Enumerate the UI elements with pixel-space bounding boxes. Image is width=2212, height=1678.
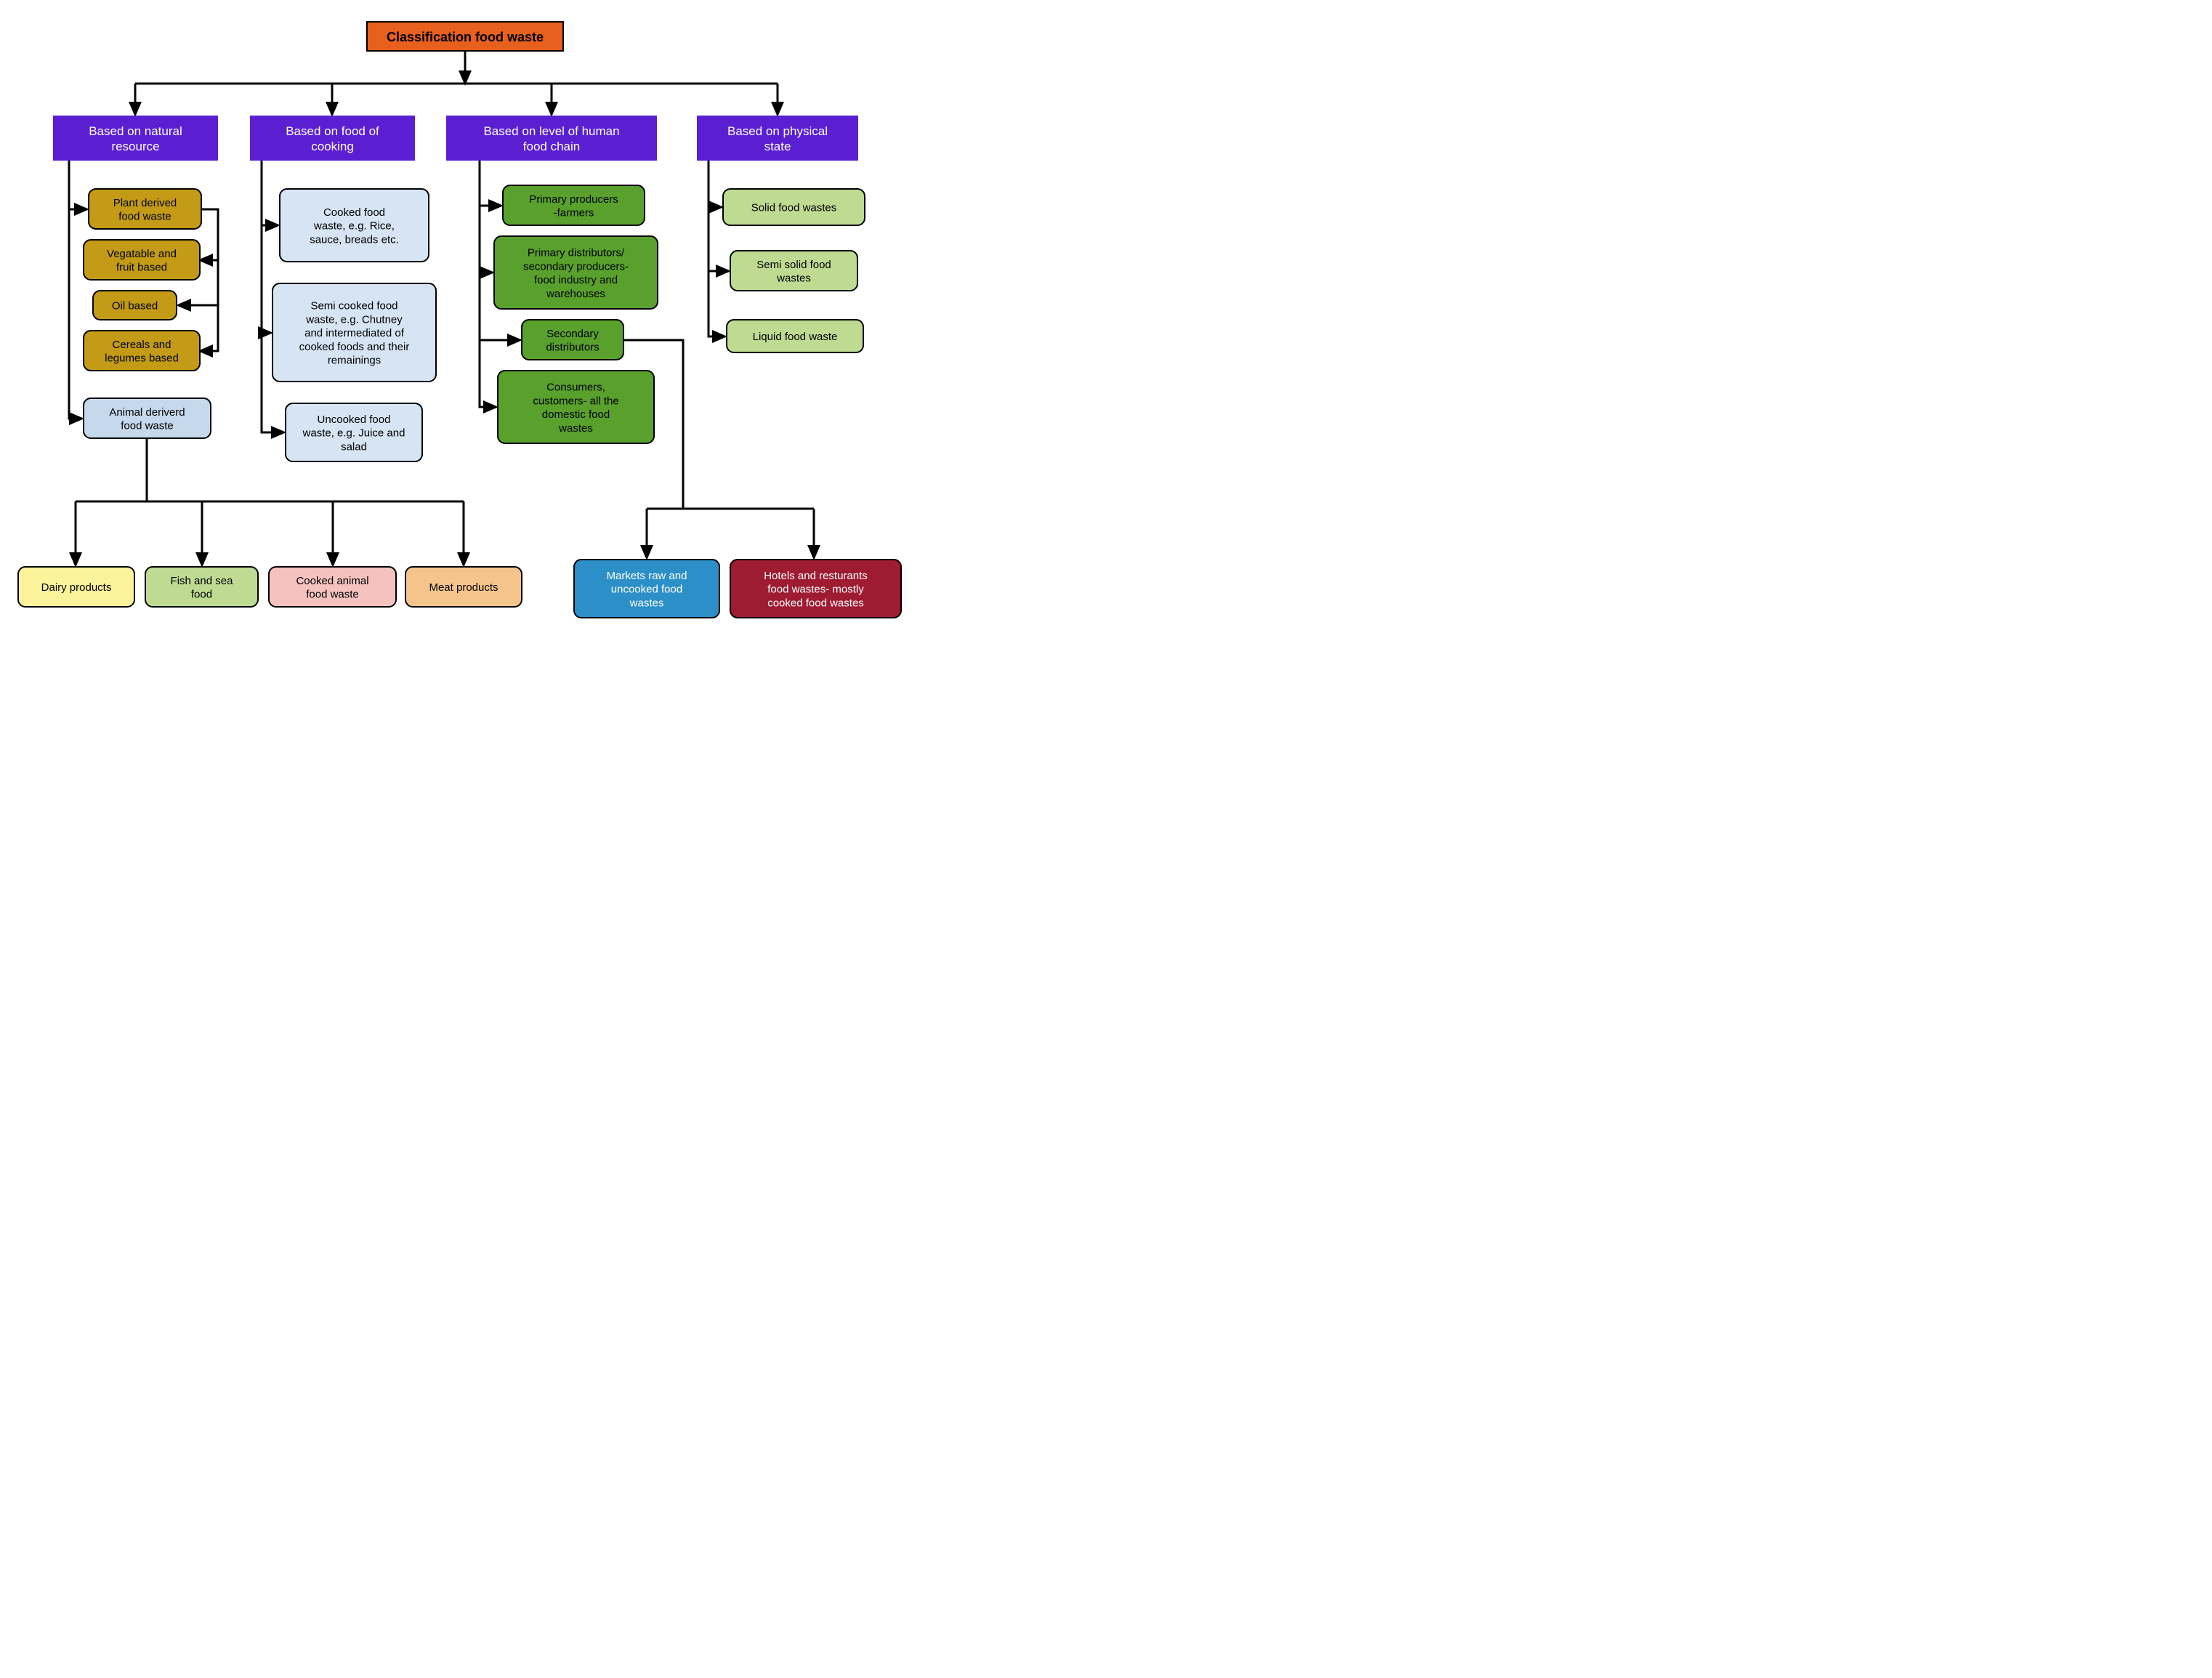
node-c1b: Vegatable and fruit based (84, 240, 200, 280)
node-label: Plant derived (113, 197, 177, 209)
node-c2a: Cooked foodwaste, e.g. Rice,sauce, bread… (280, 189, 429, 262)
node-label: remainings (328, 355, 381, 367)
node-label: sauce, breads etc. (310, 233, 399, 246)
node-cat3: Based on level of human food chain (447, 116, 656, 160)
node-label: wastes (629, 597, 664, 609)
diagram-container: Classification food waste Based on natura… (0, 0, 2212, 705)
node-label: cooked food wastes (767, 597, 864, 609)
node-label: Consumers, (546, 382, 605, 394)
edge (69, 160, 82, 419)
node-label: -farmers (554, 207, 594, 219)
node-label: Semi cooked food (310, 300, 397, 312)
node-label: distributors (546, 342, 599, 354)
node-c2c: Uncooked foodwaste, e.g. Juice andsalad (286, 403, 422, 461)
node-label: Secondary (546, 328, 599, 340)
node-label: and intermediated of (304, 327, 405, 339)
node-b4: Meat products (405, 567, 522, 607)
node-label: resource (111, 140, 159, 153)
node-label: Primary distributors/ (528, 247, 625, 259)
node-c1a: Plant derived food waste (89, 189, 201, 229)
node-label: food waste (118, 211, 171, 223)
node-label: Based on natural (89, 124, 182, 138)
node-label: wastes (558, 422, 593, 435)
node-label: Based on food of (286, 124, 379, 138)
node-cat4: Based on physical state (698, 116, 857, 160)
node-label: Vegatable and (107, 248, 177, 260)
node-c3a: Primary producers-farmers (503, 185, 645, 225)
node-label: food chain (523, 140, 580, 153)
node-label: state (764, 140, 791, 153)
node-label: waste, e.g. Rice, (313, 220, 395, 233)
node-label: legumes based (105, 352, 179, 365)
edge (709, 160, 725, 336)
node-label: Uncooked food (318, 414, 391, 426)
node-label: Hotels and resturants (764, 570, 868, 582)
node-cat1: Based on natural resource (54, 116, 217, 160)
node-label: wastes (776, 273, 811, 285)
node-label: Based on level of human (483, 124, 619, 138)
node-c3d: Consumers,customers- all thedomestic foo… (498, 371, 654, 443)
node-label: Animal deriverd (109, 406, 185, 419)
node-label: cooked foods and their (299, 341, 410, 353)
node-label: food industry and (534, 274, 618, 286)
node-c3c: Secondary distributors (522, 320, 623, 360)
node-c1e: Animal deriverdfood waste (84, 398, 211, 438)
node-label: Classification food waste (387, 30, 544, 44)
node-b5: Markets raw and uncooked foodwastes (574, 560, 719, 618)
node-label: Dairy products (41, 581, 112, 594)
node-label: food wastes- mostly (767, 584, 864, 596)
node-label: food waste (306, 589, 359, 601)
node-label: fruit based (116, 262, 167, 274)
node-label: food waste (121, 420, 174, 432)
node-c1d: Cereals andlegumes based (84, 331, 200, 371)
node-c3b: Primary distributors/secondary producers… (494, 236, 658, 309)
node-label: Markets raw and (607, 570, 687, 582)
node-label: Cooked food (323, 206, 385, 219)
node-c2b: Semi cooked foodwaste, e.g. Chutneyand i… (273, 283, 436, 382)
node-b2: Fish and sea food (145, 567, 258, 607)
node-label: Semi solid food (756, 259, 831, 271)
node-c4a: Solid food wastes (723, 189, 865, 225)
node-label: uncooked food (611, 584, 682, 596)
node-c1c: Oil based (93, 291, 177, 320)
node-label: warehouses (546, 288, 605, 300)
node-label: Cooked animal (296, 575, 368, 587)
node-title: Classification food waste (367, 22, 563, 51)
node-label: customers- all the (533, 395, 618, 407)
node-label: Meat products (429, 581, 498, 594)
node-label: Fish and sea (171, 575, 234, 587)
node-label: Primary producers (529, 193, 618, 206)
node-label: Liquid food waste (753, 331, 838, 343)
node-label: Cereals and (113, 339, 171, 351)
node-label: Oil based (112, 300, 158, 312)
node-label: domestic food (542, 408, 610, 421)
node-label: food (191, 589, 212, 601)
node-b3: Cooked animal food waste (269, 567, 396, 607)
node-label: salad (341, 440, 367, 453)
node-label: waste, e.g. Juice and (302, 427, 405, 440)
node-label: cooking (311, 140, 354, 153)
node-label: Based on physical (727, 124, 828, 138)
node-b1: Dairy products (18, 567, 134, 607)
edge (200, 209, 218, 351)
node-label: Solid food wastes (751, 202, 837, 214)
node-cat2: Based on food of cooking (251, 116, 414, 160)
node-b6: Hotels and resturants food wastes- mostly… (730, 560, 901, 618)
node-c4b: Semi solid food wastes (730, 251, 857, 291)
node-c4c: Liquid food waste (727, 320, 863, 352)
node-label: secondary producers- (523, 260, 629, 273)
node-label: waste, e.g. Chutney (305, 313, 403, 326)
